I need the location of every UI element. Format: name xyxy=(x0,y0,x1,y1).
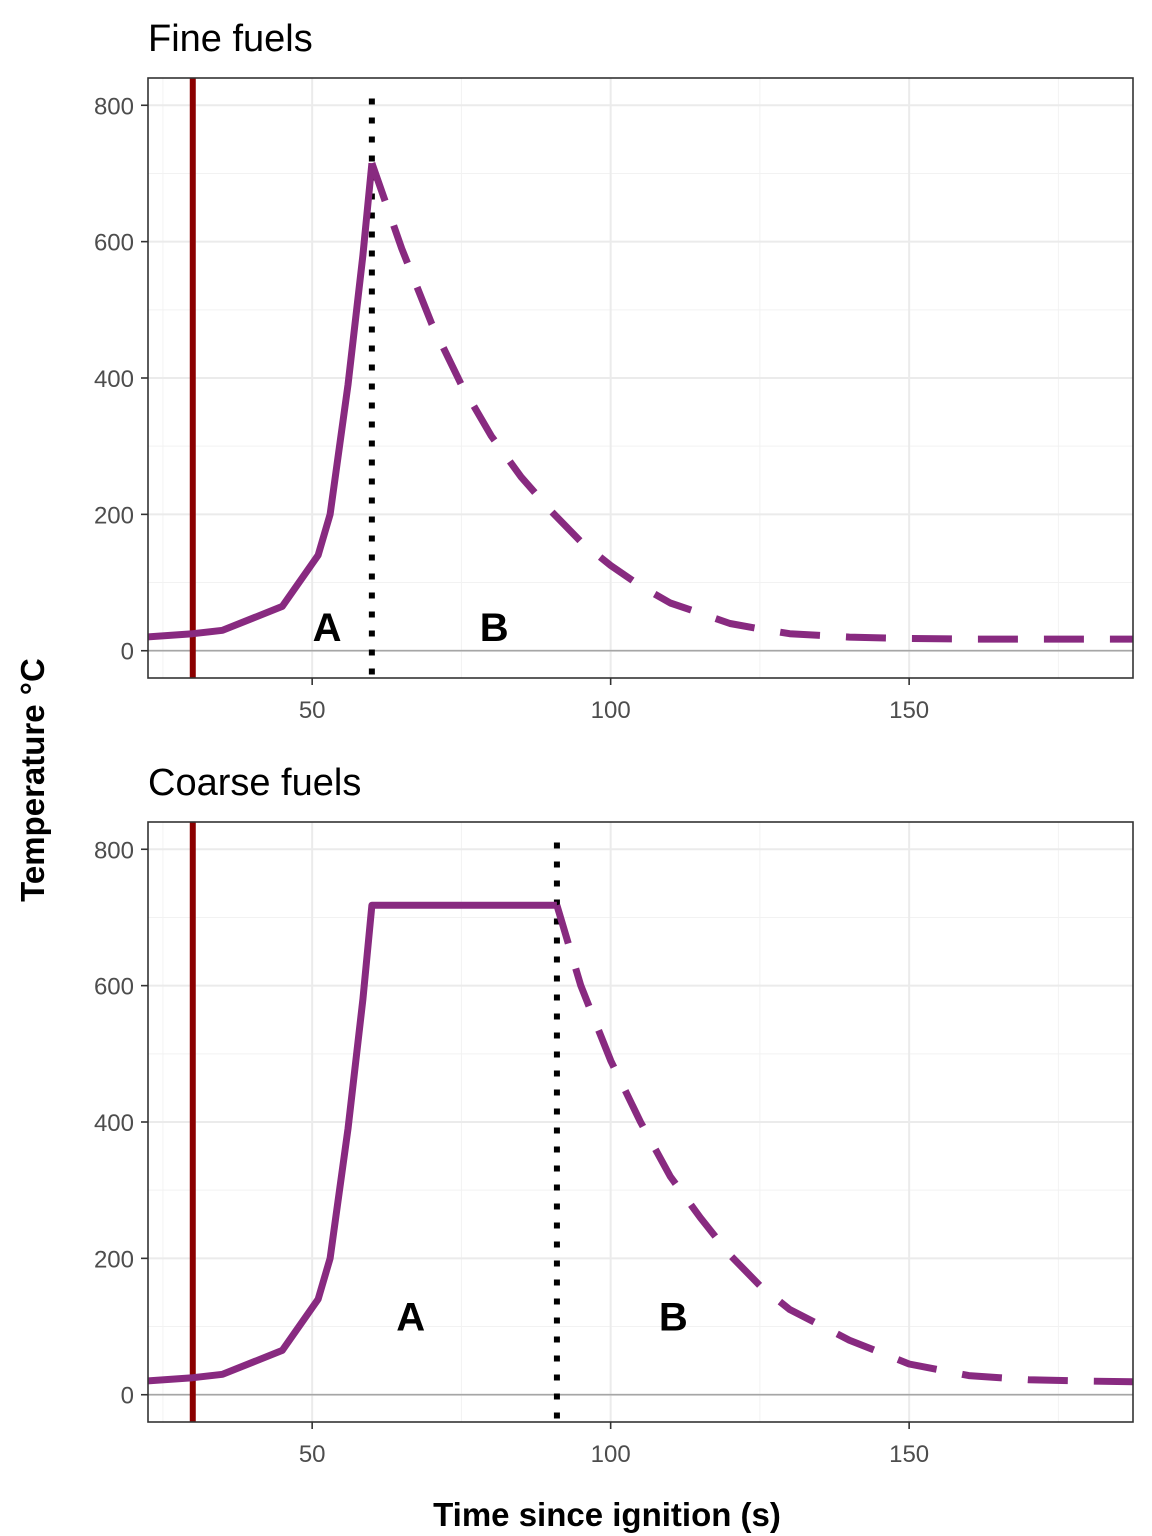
zone-label: A xyxy=(313,606,342,650)
y-tick-label: 600 xyxy=(94,230,134,257)
x-tick-label: 100 xyxy=(591,697,631,724)
plot-area xyxy=(148,78,1133,678)
x-tick-label: 150 xyxy=(889,1441,929,1468)
x-tick-label: 150 xyxy=(889,697,929,724)
y-axis-title: Temperature °C xyxy=(14,658,51,902)
zone-label: A xyxy=(396,1295,425,1339)
y-tick-label: 0 xyxy=(121,1383,134,1410)
plot-area xyxy=(148,822,1133,1422)
zone-label: B xyxy=(480,606,509,650)
panel-fine-fuels: Fine fuels A B 0 200 400 600 800 50 100 150 xyxy=(94,18,1134,724)
y-tick-label: 600 xyxy=(94,974,134,1001)
y-tick-label: 200 xyxy=(94,1246,134,1273)
x-axis-title: Time since ignition (s) xyxy=(433,1496,781,1533)
y-tick-label: 200 xyxy=(94,502,134,529)
cooling-series xyxy=(368,162,1133,643)
heating-series xyxy=(148,901,557,1385)
y-tick-label: 800 xyxy=(94,93,134,120)
y-tick-label: 400 xyxy=(94,1110,134,1137)
zone-label: B xyxy=(659,1295,688,1339)
heating-series xyxy=(148,162,376,641)
y-tick-label: 800 xyxy=(94,837,134,864)
panel-coarse-fuels: Coarse fuels A B 0 200 400 600 800 50 100 150 xyxy=(94,762,1134,1468)
panel-title-coarse-fuels: Coarse fuels xyxy=(148,762,361,804)
x-tick-label: 50 xyxy=(299,1441,326,1468)
x-tick-label: 100 xyxy=(591,1441,631,1468)
y-tick-label: 400 xyxy=(94,366,134,393)
y-tick-label: 0 xyxy=(121,639,134,666)
panel-title-fine-fuels: Fine fuels xyxy=(148,18,313,60)
x-tick-label: 50 xyxy=(299,697,326,724)
